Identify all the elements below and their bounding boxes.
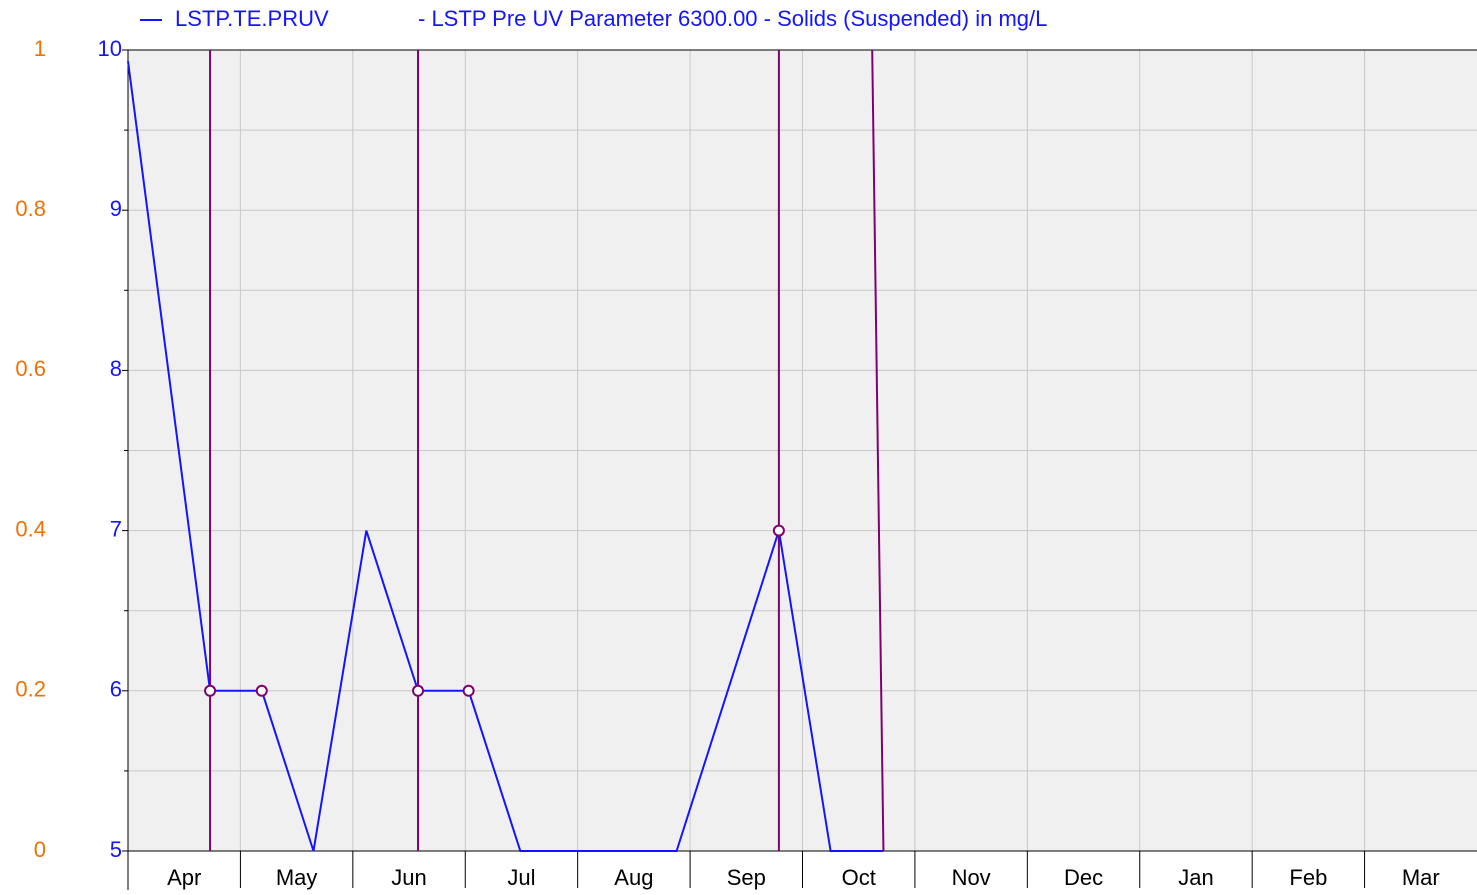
x-tick-label: Aug (614, 865, 653, 890)
y-tick-label: 9 (110, 196, 122, 221)
point-marker (204, 684, 217, 697)
y-tick-label: 6 (110, 677, 122, 702)
x-tick-label: May (276, 865, 318, 890)
y-tick-label: 5 (110, 837, 122, 862)
series-line (127, 61, 884, 852)
x-tick-label: Sep (727, 865, 766, 890)
y2-tick-label: 0.2 (15, 677, 46, 702)
y2-tick-label: 0.6 (15, 356, 46, 381)
point-marker (412, 684, 425, 697)
x-tick-label: Oct (842, 865, 876, 890)
y2-tick-label: 0.8 (15, 196, 46, 221)
x-tick-label: Feb (1289, 865, 1327, 890)
x-tick-label: Jul (507, 865, 535, 890)
x-tick-label: Dec (1064, 865, 1103, 890)
x-tick-label: Apr (167, 865, 201, 890)
x-tick-label: Nov (952, 865, 991, 890)
legend-entry: LSTP.TE.PRUV (175, 6, 329, 31)
point-marker (255, 684, 268, 697)
point-marker (772, 524, 785, 537)
y-tick-label: 7 (110, 516, 122, 541)
y2-tick-label: 0.4 (15, 516, 46, 541)
point-marker (462, 684, 475, 697)
x-tick-label: Mar (1402, 865, 1440, 890)
series-description: - LSTP Pre UV Parameter 6300.00 - Solids… (418, 6, 1047, 31)
series-line (209, 49, 885, 852)
x-tick-label: Jun (391, 865, 426, 890)
y2-tick-label: 0 (34, 837, 46, 862)
y2-tick-label: 1 (34, 36, 46, 61)
y-tick-label: 8 (110, 356, 122, 381)
y-tick-label: 10 (98, 36, 122, 61)
x-tick-label: Jan (1178, 865, 1213, 890)
